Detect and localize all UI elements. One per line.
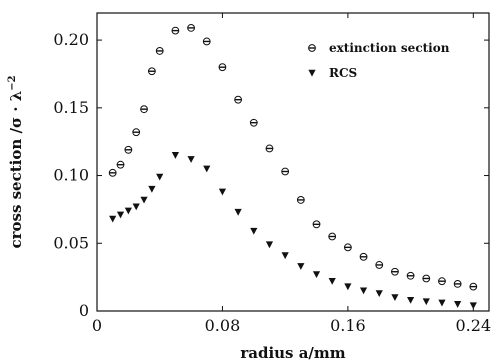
data-point-extinction-section (218, 63, 227, 72)
data-point-extinction-section (187, 24, 195, 32)
data-point-extinction-section (124, 145, 133, 154)
y-tick-label: 0 (79, 301, 89, 320)
y-axis-title-exponent: −2 (7, 75, 18, 90)
data-point-extinction-section (328, 232, 337, 241)
data-point-extinction-section (249, 118, 258, 127)
legend-marker-extinction-section-glyph (308, 44, 316, 52)
data-point-rcs (454, 301, 462, 308)
y-axis-title: cross section /σ · λ−2 (7, 75, 25, 248)
data-point-rcs (140, 196, 148, 204)
data-point-extinction-section (116, 160, 125, 169)
x-tick-label: 0.16 (330, 316, 366, 335)
data-point-rcs (391, 294, 399, 302)
data-point-rcs (250, 227, 258, 235)
legend: extinction section RCS (308, 41, 450, 80)
data-point-rcs (109, 215, 117, 223)
data-point-extinction-section (296, 196, 305, 204)
data-point-extinction-section (438, 277, 446, 286)
legend-label-extinction-section: extinction section (329, 41, 450, 55)
data-point-rcs (265, 241, 274, 249)
data-point-rcs (375, 290, 383, 297)
y-tick-label: 0.10 (53, 166, 89, 185)
data-point-rcs (234, 208, 242, 216)
data-point-extinction-section (312, 220, 321, 229)
data-point-rcs (328, 278, 336, 285)
data-point-extinction-section (108, 168, 117, 177)
data-point-extinction-section (422, 274, 431, 283)
data-point-rcs (116, 211, 125, 219)
legend-item-rcs: RCS (308, 66, 357, 80)
legend-label-rcs: RCS (329, 66, 357, 80)
data-point-rcs (312, 271, 321, 279)
data-point-extinction-section (155, 47, 164, 55)
data-point-extinction-section (391, 267, 399, 276)
data-point-extinction-section (469, 282, 478, 291)
x-tick-label: 0.24 (456, 316, 492, 335)
data-point-extinction-section (202, 37, 211, 46)
legend-marker-rcs-glyph (308, 69, 316, 77)
y-tick-label: 0.05 (53, 233, 89, 252)
plot-frame (96, 12, 490, 312)
legend-marker-rcs (308, 69, 316, 77)
data-point-rcs (297, 263, 305, 270)
data-point-rcs (438, 299, 446, 307)
x-axis-title: radius a/mm (240, 344, 345, 362)
y-axis-title-main: cross section /σ · λ (7, 91, 25, 249)
data-point-extinction-section (453, 280, 462, 288)
data-point-extinction-section (147, 67, 156, 76)
data-point-rcs (407, 296, 415, 304)
data-point-extinction-section (234, 95, 243, 104)
x-tick-label: 0 (92, 316, 102, 335)
data-point-rcs (148, 185, 156, 193)
data-point-extinction-section (265, 144, 274, 153)
y-tick-label: 0.20 (53, 30, 89, 49)
data-point-extinction-section (171, 26, 180, 35)
data-point-rcs (156, 173, 164, 181)
data-point-extinction-section (406, 271, 415, 280)
data-point-extinction-section (140, 105, 148, 114)
data-point-extinction-section (281, 167, 290, 176)
data-point-extinction-section (132, 128, 141, 137)
data-point-rcs (218, 188, 227, 196)
legend-item-extinction-section: extinction section (308, 41, 450, 55)
data-point-rcs (187, 156, 195, 163)
data-point-rcs (124, 207, 132, 215)
data-point-rcs (469, 302, 477, 310)
legend-marker-extinction-section (308, 44, 316, 52)
data-point-rcs (422, 298, 430, 306)
data-point-extinction-section (359, 252, 368, 261)
y-tick-label: 0.15 (53, 98, 89, 117)
data-point-rcs (171, 152, 179, 159)
data-point-rcs (132, 203, 140, 211)
data-point-rcs (281, 252, 289, 260)
data-point-rcs (344, 283, 352, 291)
data-point-extinction-section (375, 261, 384, 269)
data-point-rcs (203, 165, 211, 173)
data-point-rcs (359, 287, 368, 295)
data-point-extinction-section (343, 243, 352, 252)
x-tick-label: 0.08 (205, 316, 241, 335)
